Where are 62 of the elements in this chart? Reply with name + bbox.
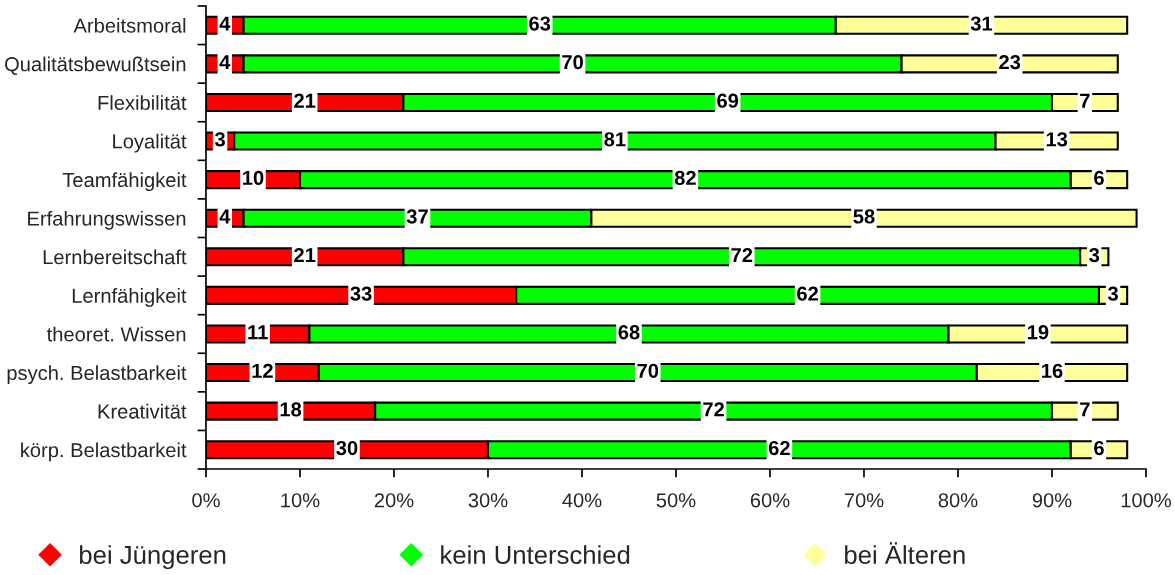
y-tick-label: körp. Belastbarkeit — [21, 442, 187, 462]
legend-label: bei Jüngeren — [79, 545, 226, 570]
data-label: 13 — [1046, 132, 1068, 147]
y-tick-label: Qualitätsbewußtsein — [5, 56, 186, 75]
y-tick-label: psych. Belastbarkeit — [7, 365, 187, 385]
legend-label: kein Unterschied — [441, 545, 630, 565]
x-tick-label: 100% — [1121, 493, 1172, 508]
x-tick-label: 80% — [938, 493, 978, 508]
data-label: 4 — [219, 209, 231, 224]
data-label: 12 — [252, 363, 273, 378]
x-tick-label: 30% — [468, 493, 508, 508]
data-label: 82 — [674, 170, 696, 186]
data-label: 70 — [562, 55, 583, 70]
y-tick-label: Lernfähigkeit — [72, 288, 187, 307]
data-label: 30 — [336, 440, 358, 456]
data-label: 11 — [248, 325, 268, 340]
x-tick-label: 20% — [374, 493, 414, 508]
legend-label: bei Älteren — [845, 542, 965, 565]
data-label: 63 — [529, 16, 551, 31]
data-label: 70 — [637, 363, 659, 378]
data-label: 72 — [703, 402, 724, 417]
x-tick-label: 70% — [844, 493, 884, 508]
data-label: 4 — [219, 55, 231, 70]
x-tick-label: 60% — [750, 493, 790, 508]
data-label: 81 — [604, 132, 626, 147]
data-label: 69 — [717, 93, 739, 108]
data-label: 7 — [1080, 402, 1090, 417]
x-tick-label: 50% — [656, 493, 696, 508]
x-tick-label: 40% — [562, 493, 602, 508]
data-label: 3 — [214, 132, 225, 147]
y-tick-label: Flexibilität — [98, 95, 187, 110]
x-tick-label: 10% — [281, 493, 320, 508]
data-label: 33 — [350, 286, 372, 301]
data-label: 6 — [1094, 440, 1104, 456]
data-label: 7 — [1080, 93, 1090, 108]
data-label: 62 — [768, 440, 790, 456]
data-label: 68 — [618, 325, 640, 340]
y-tick-label: Teamfähigkeit — [62, 172, 187, 192]
data-label: 10 — [243, 170, 264, 186]
data-label: 19 — [1027, 325, 1049, 340]
data-label: 18 — [280, 402, 302, 417]
data-label: 3 — [1107, 286, 1118, 301]
data-label: 3 — [1089, 247, 1100, 263]
data-label: 62 — [797, 286, 818, 301]
data-label: 37 — [406, 209, 428, 224]
data-label: 21 — [294, 93, 316, 108]
data-label: 21 — [294, 247, 316, 263]
data-label: 6 — [1094, 170, 1104, 186]
x-tick-label: 0% — [192, 493, 220, 508]
data-label: 31 — [970, 16, 993, 31]
data-label: 58 — [853, 209, 875, 224]
data-label: 23 — [999, 55, 1021, 70]
y-tick-label: Lernbereitschaft — [43, 249, 187, 265]
data-label: 72 — [731, 247, 753, 263]
y-tick-label: Erfahrungswissen — [28, 210, 186, 230]
y-tick-label: Kreativität — [98, 403, 187, 419]
y-tick-label: theoret. Wissen — [46, 326, 186, 342]
y-tick-label: Loyalität — [113, 133, 187, 153]
data-label: 16 — [1042, 363, 1063, 378]
x-tick-label: 90% — [1032, 493, 1072, 508]
y-tick-label: Arbeitsmoral — [73, 17, 186, 33]
data-label: 4 — [219, 16, 231, 31]
